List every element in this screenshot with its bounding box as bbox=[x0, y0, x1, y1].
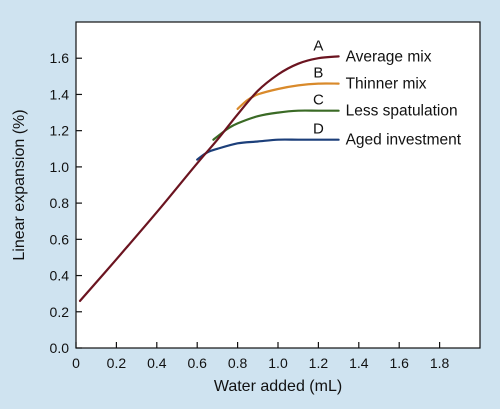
x-tick-label: 0 bbox=[72, 355, 80, 371]
x-axis-label: Water added (mL) bbox=[214, 378, 342, 395]
y-tick-label: 0.2 bbox=[50, 304, 70, 320]
series-letter-c: C bbox=[313, 92, 324, 109]
y-tick-label: 1.0 bbox=[50, 159, 70, 175]
y-axis-label: Linear expansion (%) bbox=[11, 109, 28, 260]
series-line-a bbox=[78, 55, 340, 302]
x-tick-label: 1.0 bbox=[268, 355, 288, 371]
y-tick-label: 1.2 bbox=[50, 123, 70, 139]
y-tick-label: 0.4 bbox=[50, 268, 70, 284]
y-tick-label: 0.8 bbox=[50, 195, 70, 211]
y-tick-label: 0.6 bbox=[50, 231, 70, 247]
series-name-d: Aged investment bbox=[346, 132, 462, 149]
x-tick-label: 0.2 bbox=[107, 355, 127, 371]
series-letter-a: A bbox=[313, 37, 323, 54]
x-tick-label: 0.6 bbox=[187, 355, 207, 371]
series-name-c: Less spatulation bbox=[346, 103, 458, 120]
x-tick-label: 0.4 bbox=[147, 355, 167, 371]
x-tick-label: 1.4 bbox=[349, 355, 369, 371]
series-name-b: Thinner mix bbox=[346, 76, 427, 93]
series-line-c bbox=[212, 109, 340, 141]
x-tick-label: 1.8 bbox=[430, 355, 450, 371]
series-line-b bbox=[236, 82, 340, 110]
y-tick-label: 1.6 bbox=[50, 50, 70, 66]
series-line-d bbox=[196, 138, 340, 161]
series-letter-d: D bbox=[313, 121, 324, 138]
x-tick-label: 0.8 bbox=[228, 355, 248, 371]
y-tick-label: 0.0 bbox=[50, 340, 70, 356]
y-tick-label: 1.4 bbox=[50, 86, 70, 102]
series-name-a: Average mix bbox=[346, 48, 432, 65]
plot-area bbox=[75, 21, 481, 349]
axis-ticks: 0 0.2 0.4 0.6 0.8 1.0 1.2 1.4 1.6 1.8 0.0 0.2 0.4 0.6… bbox=[50, 50, 450, 371]
series-letter-b: B bbox=[313, 65, 323, 82]
x-tick-label: 1.2 bbox=[309, 355, 329, 371]
series-lines bbox=[78, 55, 340, 302]
x-tick-label: 1.6 bbox=[389, 355, 409, 371]
series-labels: A Average mix B Thinner mix C Less spatulatio… bbox=[313, 37, 462, 148]
